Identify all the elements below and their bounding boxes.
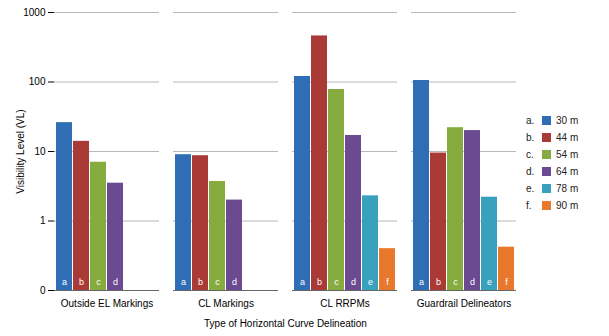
svg-text:b: b bbox=[317, 277, 322, 287]
svg-text:d: d bbox=[232, 277, 237, 287]
svg-text:10: 10 bbox=[34, 146, 46, 157]
svg-text:b: b bbox=[198, 277, 203, 287]
svg-text:f: f bbox=[386, 277, 389, 287]
svg-text:a: a bbox=[62, 277, 67, 287]
svg-text:a: a bbox=[419, 277, 424, 287]
html-text:44 m: 44 m bbox=[556, 132, 579, 143]
svg-text:c: c bbox=[215, 277, 220, 287]
svg-text:e: e bbox=[487, 277, 492, 287]
svg-text:c: c bbox=[334, 277, 339, 287]
svg-text:Type of Horizontal Curve Delin: Type of Horizontal Curve Delineation bbox=[204, 318, 367, 329]
html-text:78 m: 78 m bbox=[556, 183, 579, 194]
svg-text:c: c bbox=[453, 277, 458, 287]
svg-text:d: d bbox=[351, 277, 356, 287]
svg-text:100: 100 bbox=[29, 76, 46, 87]
svg-text:1: 1 bbox=[40, 215, 46, 226]
svg-text:b: b bbox=[79, 277, 84, 287]
html-text:90 m: 90 m bbox=[556, 200, 579, 211]
html-text:c.: c. bbox=[526, 149, 534, 160]
svg-text:b: b bbox=[436, 277, 441, 287]
html-text:64 m: 64 m bbox=[556, 166, 579, 177]
svg-text:c: c bbox=[96, 277, 101, 287]
svg-text:d: d bbox=[470, 277, 475, 287]
svg-text:Guardrail Delineators: Guardrail Delineators bbox=[417, 298, 512, 309]
svg-text:d: d bbox=[113, 277, 118, 287]
html-text:d.: d. bbox=[526, 166, 535, 177]
svg-text:CL Markings: CL Markings bbox=[198, 298, 254, 309]
svg-text:0: 0 bbox=[40, 285, 46, 296]
html-text:e.: e. bbox=[526, 183, 535, 194]
svg-text:Visibility Level (VL): Visibility Level (VL) bbox=[15, 109, 26, 193]
svg-text:CL RRPMs: CL RRPMs bbox=[320, 298, 370, 309]
html-text:30 m: 30 m bbox=[556, 115, 579, 126]
svg-text:e: e bbox=[368, 277, 373, 287]
html-text:f.: f. bbox=[526, 200, 532, 211]
html-text:54 m: 54 m bbox=[556, 149, 579, 160]
html-text:a.: a. bbox=[526, 115, 535, 126]
svg-text:f: f bbox=[505, 277, 508, 287]
html-text:b.: b. bbox=[526, 132, 535, 143]
svg-text:1000: 1000 bbox=[23, 7, 46, 18]
svg-text:a: a bbox=[181, 277, 186, 287]
svg-text:a: a bbox=[300, 277, 305, 287]
svg-text:Outside EL Markings: Outside EL Markings bbox=[61, 298, 153, 309]
